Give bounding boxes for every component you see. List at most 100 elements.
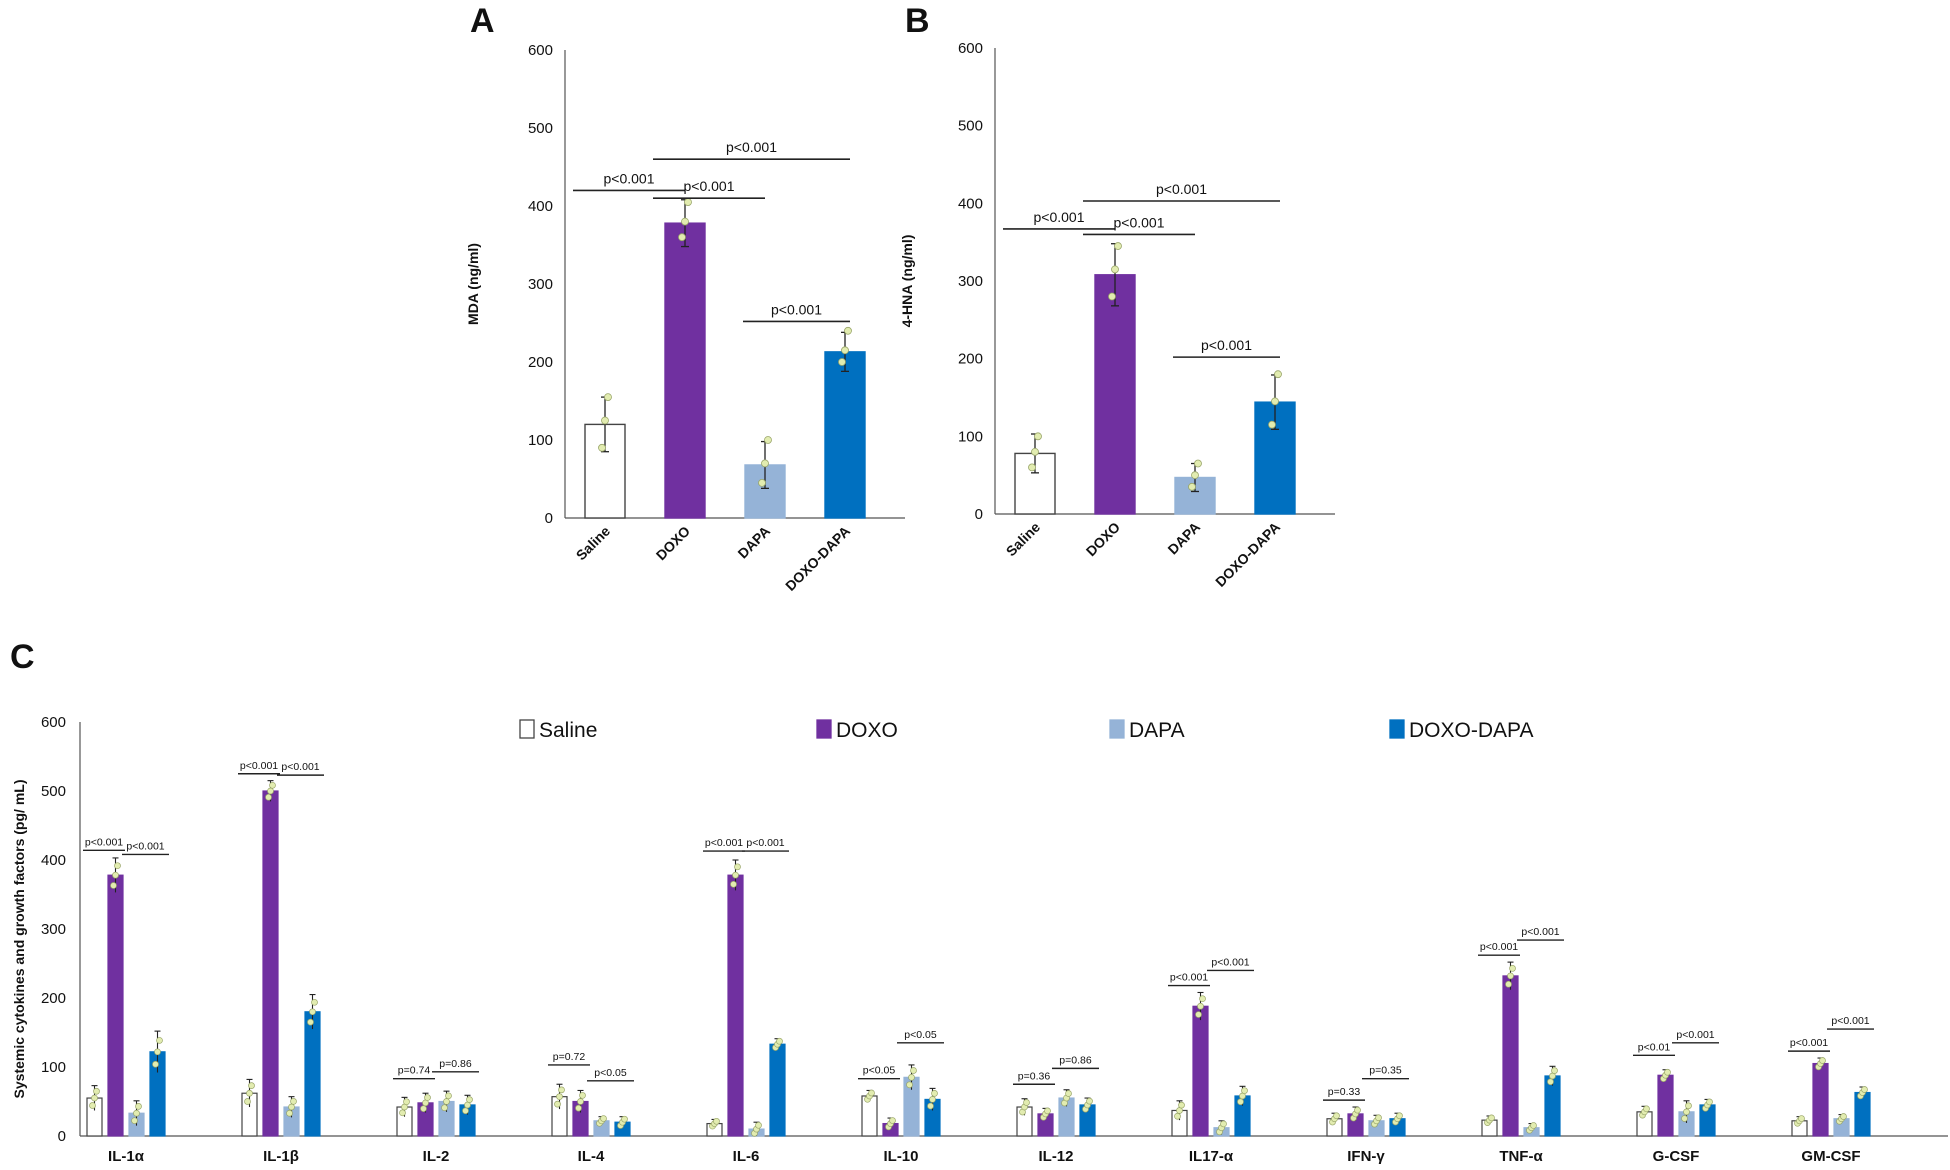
- data-point: [601, 416, 609, 425]
- y-tick-label: 0: [58, 1128, 66, 1145]
- y-tick-label: 400: [528, 198, 553, 215]
- y-tick-label: 300: [958, 273, 983, 290]
- significance-label: p<0.001: [1034, 209, 1085, 225]
- data-point: [755, 1121, 762, 1129]
- significance-label: p<0.001: [1201, 337, 1252, 353]
- data-point: [135, 1103, 142, 1110]
- significance-label: p<0.001: [746, 837, 784, 849]
- data-point: [554, 1100, 561, 1108]
- x-tick-label: IFN-γ: [1347, 1148, 1385, 1165]
- x-tick-label: IL-1α: [108, 1148, 145, 1165]
- data-point: [761, 459, 769, 468]
- significance-label: p<0.001: [705, 837, 743, 849]
- data-point: [776, 1037, 783, 1045]
- data-point: [1507, 972, 1514, 980]
- data-point: [1114, 242, 1122, 250]
- data-point: [1643, 1105, 1650, 1113]
- legend-label: DAPA: [1129, 719, 1185, 742]
- data-point: [403, 1098, 410, 1106]
- significance-label: p<0.05: [904, 1029, 937, 1041]
- data-point: [462, 1107, 469, 1115]
- data-point: [1681, 1115, 1688, 1122]
- legend-swatch: [519, 719, 535, 739]
- bar: [1502, 975, 1519, 1137]
- data-point: [844, 326, 852, 335]
- data-point: [1664, 1068, 1671, 1076]
- data-point: [309, 1008, 316, 1016]
- data-point: [575, 1104, 582, 1112]
- data-point: [1274, 370, 1282, 379]
- data-point: [1195, 1011, 1202, 1018]
- data-point: [307, 1018, 314, 1026]
- data-point: [1197, 1002, 1204, 1010]
- significance-label: p<0.001: [1831, 1015, 1869, 1027]
- significance-label: p<0.001: [726, 139, 777, 155]
- data-point: [267, 787, 274, 795]
- legend-label: DOXO: [836, 719, 898, 742]
- y-tick-label: 100: [958, 428, 983, 445]
- data-point: [838, 358, 846, 366]
- data-point: [1065, 1090, 1072, 1097]
- data-point: [1551, 1067, 1558, 1075]
- bar: [664, 222, 706, 519]
- data-point: [758, 478, 766, 487]
- x-tick-label: Saline: [573, 523, 614, 564]
- significance-label: p<0.001: [1480, 941, 1518, 953]
- data-point: [604, 393, 612, 402]
- data-point: [598, 443, 606, 452]
- data-point: [1706, 1098, 1713, 1106]
- data-point: [556, 1093, 563, 1101]
- y-axis-label: MDA (ng/ml): [465, 243, 481, 325]
- x-tick-label: TNF-α: [1499, 1148, 1543, 1165]
- data-point: [1028, 463, 1036, 472]
- x-tick-label: DAPA: [734, 523, 773, 562]
- bar: [824, 351, 866, 519]
- y-tick-label: 400: [41, 852, 66, 869]
- significance-label: p<0.05: [863, 1065, 896, 1077]
- x-tick-label: IL-6: [733, 1148, 760, 1165]
- y-tick-label: 200: [41, 990, 66, 1007]
- data-point: [1683, 1108, 1690, 1116]
- y-tick-label: 300: [41, 921, 66, 938]
- x-tick-label: DOXO-DAPA: [1212, 519, 1283, 590]
- x-tick-label: IL-2: [423, 1148, 450, 1165]
- y-tick-label: 600: [958, 40, 983, 57]
- legend-swatch: [816, 719, 832, 739]
- y-tick-label: 200: [528, 354, 553, 371]
- bar: [861, 1095, 878, 1137]
- significance-label: p=0.36: [1018, 1070, 1051, 1082]
- data-point: [290, 1097, 297, 1105]
- data-point: [1509, 964, 1516, 972]
- data-point: [244, 1098, 251, 1105]
- significance-label: p<0.001: [1211, 956, 1249, 968]
- significance-label: p<0.01: [1638, 1041, 1671, 1053]
- data-point: [286, 1109, 293, 1117]
- y-tick-label: 500: [958, 118, 983, 135]
- y-tick-label: 600: [41, 714, 66, 731]
- significance-label: p<0.001: [1114, 214, 1165, 230]
- data-point: [152, 1060, 159, 1068]
- y-tick-label: 500: [41, 783, 66, 800]
- significance-label: p<0.001: [1521, 926, 1559, 938]
- data-point: [764, 436, 772, 444]
- data-point: [246, 1089, 253, 1097]
- bar: [769, 1043, 786, 1137]
- y-tick-label: 0: [545, 510, 553, 527]
- significance-label: p<0.001: [1790, 1037, 1828, 1049]
- data-point: [466, 1096, 473, 1103]
- data-point: [114, 862, 121, 870]
- significance-label: p<0.001: [1170, 972, 1208, 984]
- significance-label: p=0.33: [1328, 1086, 1361, 1098]
- data-point: [1333, 1112, 1340, 1120]
- data-point: [841, 346, 849, 355]
- data-point: [1108, 292, 1116, 301]
- data-point: [1237, 1098, 1244, 1106]
- data-point: [93, 1087, 100, 1095]
- data-point: [1861, 1086, 1868, 1093]
- x-tick-label: IL-10: [883, 1148, 918, 1165]
- data-point: [1111, 265, 1119, 274]
- legend-label: Saline: [539, 719, 597, 742]
- panel-letter-a: A: [470, 2, 495, 40]
- data-point: [1505, 980, 1512, 988]
